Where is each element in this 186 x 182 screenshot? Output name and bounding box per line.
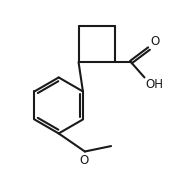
Text: O: O [79, 154, 89, 167]
Text: O: O [150, 35, 160, 48]
Text: OH: OH [145, 78, 163, 91]
